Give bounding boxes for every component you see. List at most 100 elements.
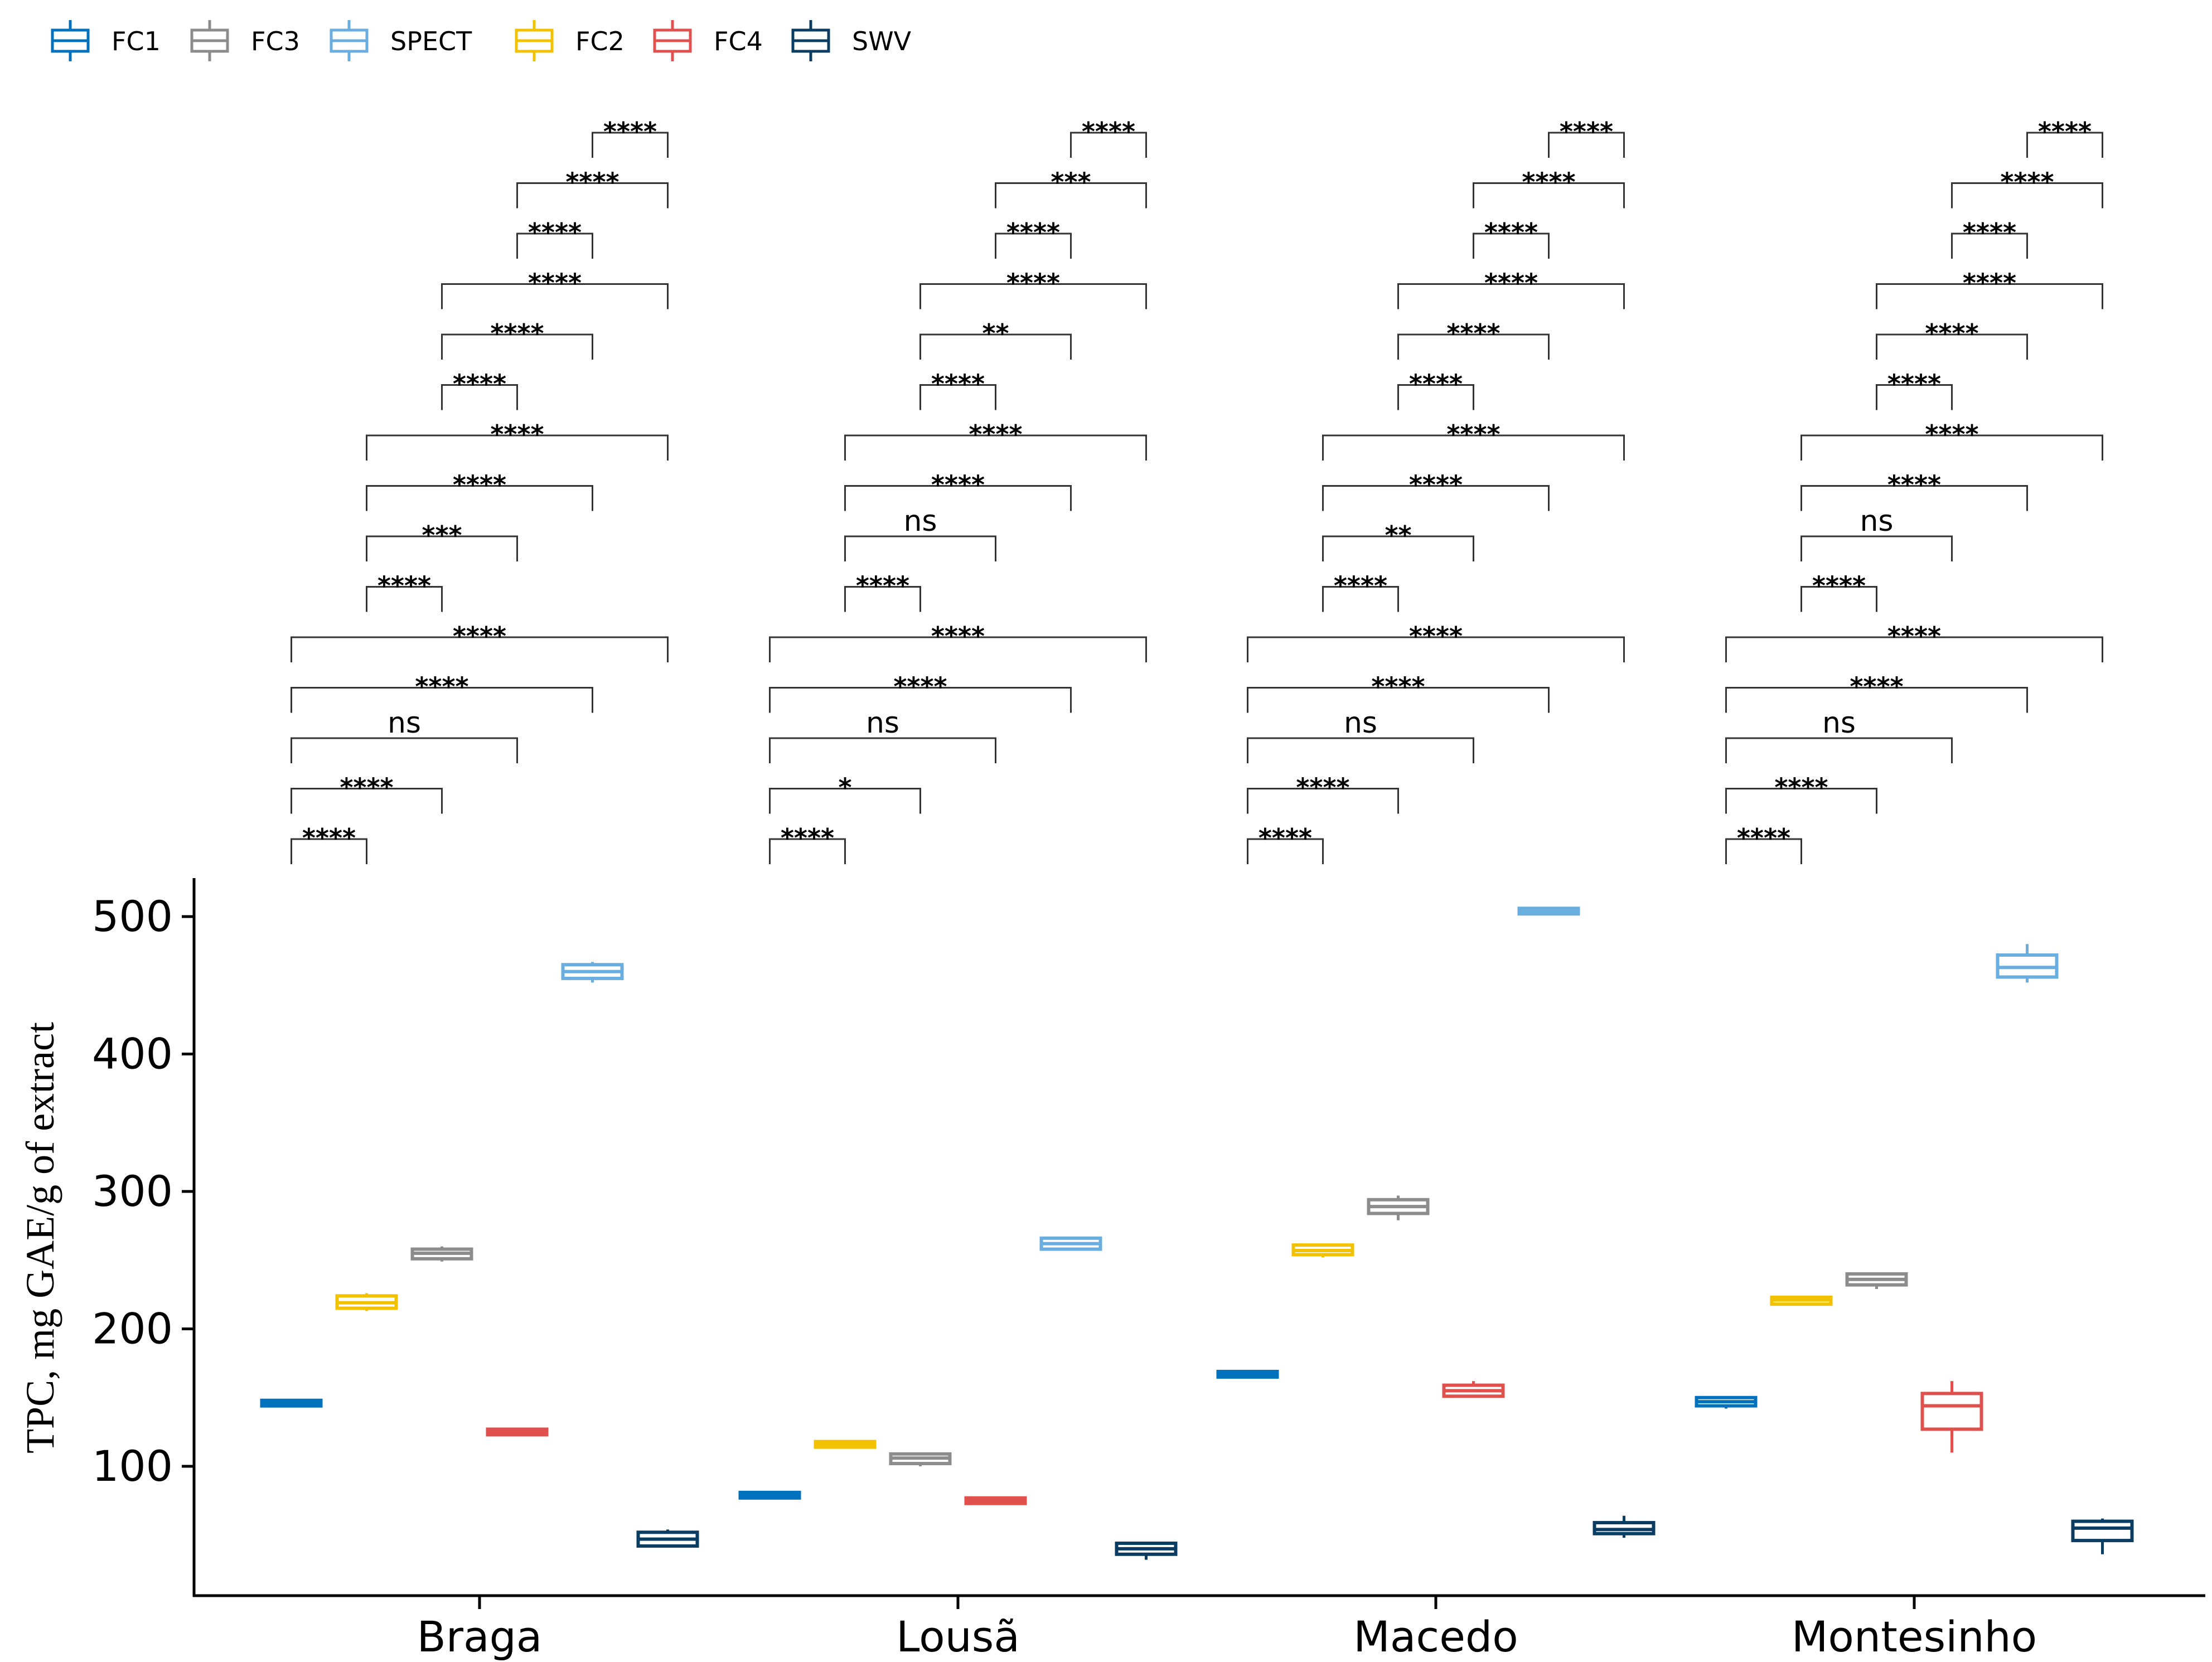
significance-label: **** [1522, 167, 1575, 197]
bracket-fc3-swv [1397, 283, 1625, 309]
significance-label: **** [453, 470, 506, 500]
brackets-macedo: ********ns******************************… [1247, 117, 1625, 864]
bracket-fc2-spect [1800, 485, 2028, 511]
bracket-fc4-swv [1473, 182, 1625, 209]
y-ticks: 100 200 300 400 500 [92, 891, 194, 1491]
legend: FC1 FC3 SPECT FC2 FC4 SWV [51, 20, 912, 61]
significance-label: **** [1737, 823, 1790, 853]
bracket-fc1-fc4 [769, 737, 996, 763]
bracket-fc2-fc3 [844, 586, 921, 612]
legend-item-swv: SWV [791, 20, 912, 61]
significance-label: **** [603, 117, 657, 147]
bracket-fc1-fc3 [1247, 788, 1399, 814]
significance-label: **** [1082, 117, 1135, 147]
box-fc1-braga [260, 1398, 323, 1408]
x-tick-label-macedo: Macedo [1353, 1612, 1518, 1661]
significance-label: **** [1259, 823, 1312, 853]
bracket-fc1-fc2 [291, 838, 367, 864]
bracket-fc1-fc3 [1725, 788, 1877, 814]
axes: TPC, mg GAE/g of extract [18, 878, 2205, 1597]
bracket-fc4-spect [1473, 232, 1550, 259]
box-swv-lousa [1115, 1542, 1178, 1560]
significance-label: **** [2000, 167, 2054, 197]
significance-label: **** [1963, 268, 2016, 298]
box-fc3-braga [410, 1246, 473, 1262]
bracket-fc2-fc4 [366, 535, 518, 561]
bracket-fc1-fc4 [1247, 737, 1474, 763]
bracket-fc2-fc4 [844, 535, 996, 561]
significance-label: **** [1334, 571, 1387, 601]
box-fc2-macedo [1291, 1243, 1354, 1258]
significance-label: ** [982, 318, 1009, 348]
bracket-fc2-fc4 [1800, 535, 1953, 561]
significance-label: **** [931, 621, 985, 651]
significance-label: **** [1812, 571, 1866, 601]
significance-label: **** [377, 571, 431, 601]
significance-label: **** [453, 369, 506, 399]
bracket-fc3-swv [441, 283, 669, 309]
significance-label: **** [1006, 268, 1060, 298]
box-fc4-macedo [1442, 1381, 1505, 1398]
significance-label: **** [1446, 318, 1500, 348]
bracket-spect-swv [1070, 132, 1147, 158]
boxplots [260, 907, 2134, 1560]
legend-label: FC4 [714, 26, 763, 56]
bracket-fc1-swv [769, 636, 1147, 662]
legend-item-fc2: FC2 [515, 20, 625, 61]
box-iqr [2071, 1519, 2134, 1543]
bracket-fc1-swv [1247, 636, 1625, 662]
bracket-fc2-swv [1800, 434, 2103, 461]
legend-label: FC3 [251, 26, 300, 56]
significance-label: **** [1887, 470, 1941, 500]
box-swv-montesinho [2071, 1518, 2134, 1554]
bracket-fc2-fc3 [1322, 586, 1399, 612]
significance-label: *** [1051, 167, 1091, 197]
significance-label: **** [1925, 318, 1978, 348]
significance-label: **** [490, 419, 544, 449]
legend-item-fc4: FC4 [653, 20, 763, 61]
significance-label: ns [388, 706, 421, 740]
bracket-fc3-fc4 [919, 384, 996, 410]
box-iqr [1920, 1392, 1983, 1431]
box-fc1-lousa [738, 1490, 801, 1500]
significance-label: **** [1887, 621, 1941, 651]
significance-label: **** [1887, 369, 1941, 399]
significance-label: **** [528, 217, 582, 248]
box-fc4-braga [486, 1427, 549, 1437]
box-swv-braga [636, 1529, 699, 1548]
significance-label: ns [1860, 505, 1893, 538]
bracket-fc3-spect [1397, 333, 1550, 360]
significance-label: **** [1409, 470, 1463, 500]
bracket-fc2-spect [1322, 485, 1550, 511]
legend-item-fc3: FC3 [190, 20, 300, 61]
bracket-fc2-fc3 [1800, 586, 1877, 612]
significance-label: **** [969, 419, 1022, 449]
bracket-fc3-spect [919, 333, 1072, 360]
significance-label: **** [490, 318, 544, 348]
bracket-spect-swv [592, 132, 669, 158]
box-fc1-montesinho [1695, 1396, 1758, 1409]
legend-item-spect: SPECT [330, 20, 472, 61]
y-tick-label: 200 [92, 1304, 173, 1354]
box-fc4-montesinho [1920, 1381, 1983, 1453]
significance-label: ns [1822, 706, 1856, 740]
bracket-fc2-fc3 [366, 586, 443, 612]
bracket-fc1-spect [769, 687, 1072, 713]
legend-label: FC2 [575, 26, 625, 56]
significance-label: **** [1963, 217, 2016, 248]
box-spect-braga [561, 962, 624, 983]
significance-label: **** [2038, 117, 2092, 147]
bracket-fc1-swv [1725, 636, 2103, 662]
significance-label: **** [1006, 217, 1060, 248]
bracket-fc2-swv [844, 434, 1147, 461]
bracket-fc4-swv [995, 182, 1147, 209]
significance-label: ns [1344, 706, 1377, 740]
significance-label: **** [1484, 217, 1538, 248]
significance-label: **** [302, 823, 356, 853]
significance-label: **** [781, 823, 834, 853]
significance-label: **** [1409, 369, 1463, 399]
legend-item-fc1: FC1 [51, 20, 161, 61]
significance-label: **** [1446, 419, 1500, 449]
bracket-fc3-spect [1876, 333, 2028, 360]
